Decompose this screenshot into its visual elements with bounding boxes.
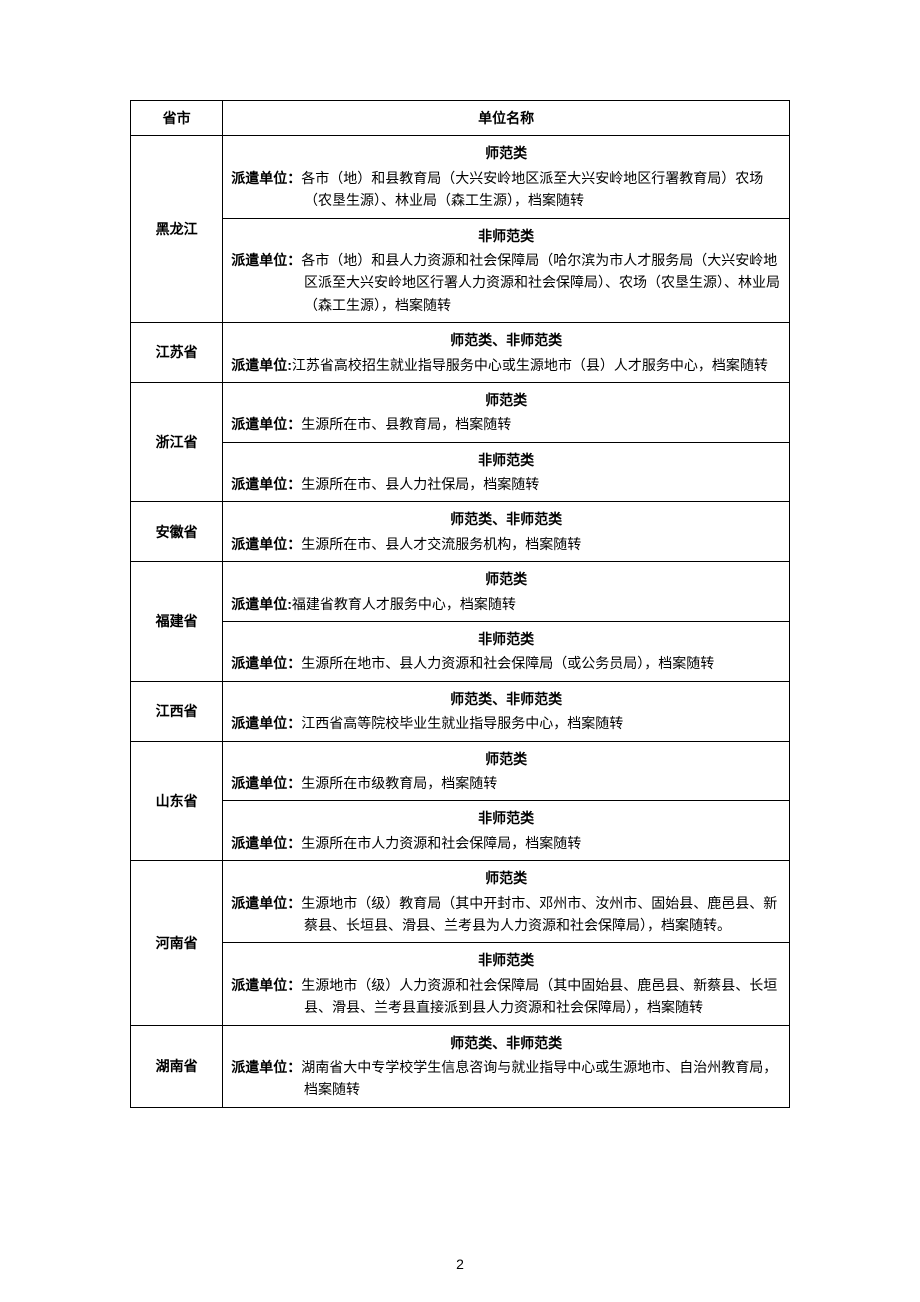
category-label: 非师范类 [231,807,781,829]
category-label: 非师范类 [231,449,781,471]
table-row: 浙江省师范类派遣单位：生源所在市、县教育局，档案随转 [131,382,790,442]
province-cell: 福建省 [131,562,223,682]
category-label: 师范类 [231,748,781,770]
dispatch-line: 派遣单位：生源所在市、县人力社保局，档案随转 [231,473,781,495]
dispatch-line: 派遣单位：湖南省大中专学校学生信息咨询与就业指导中心或生源地市、自治州教育局，档… [231,1056,781,1101]
unit-cell: 师范类、非师范类派遣单位：湖南省大中专学校学生信息咨询与就业指导中心或生源地市、… [223,1025,790,1107]
category-label: 师范类、非师范类 [231,688,781,710]
dispatch-content: 生源所在市、县人才交流服务机构，档案随转 [301,536,581,552]
table-row: 非师范类派遣单位：生源所在地市、县人力资源和社会保障局（或公务员局），档案随转 [131,622,790,682]
dispatch-line: 派遣单位：生源所在市、县人才交流服务机构，档案随转 [231,533,781,555]
dispatch-content: 各市（地）和县教育局（大兴安岭地区派至大兴安岭地区行署教育局）农场（农垦生源）、… [301,170,763,208]
dispatch-line: 派遣单位：生源所在市、县教育局，档案随转 [231,413,781,435]
dispatch-content: 生源所在市、县教育局，档案随转 [301,416,511,432]
header-unit: 单位名称 [223,101,790,136]
page-number: 2 [0,1256,920,1272]
province-cell: 江西省 [131,681,223,741]
header-province: 省市 [131,101,223,136]
dispatch-line: 派遣单位：生源所在地市、县人力资源和社会保障局（或公务员局），档案随转 [231,652,781,674]
dispatch-line: 派遣单位：各市（地）和县人力资源和社会保障局（哈尔滨为市人才服务局（大兴安岭地区… [231,249,781,316]
dispatch-label: 派遣单位： [231,977,301,993]
table-row: 河南省师范类派遣单位：生源地市（级）教育局（其中开封市、邓州市、汝州市、固始县、… [131,861,790,943]
dispatch-label: 派遣单位： [231,170,301,186]
table-row: 江西省师范类、非师范类派遣单位：江西省高等院校毕业生就业指导服务中心，档案随转 [131,681,790,741]
dispatch-content: 江苏省高校招生就业指导服务中心或生源地市（县）人才服务中心，档案随转 [292,357,768,373]
dispatch-line: 派遣单位:江苏省高校招生就业指导服务中心或生源地市（县）人才服务中心，档案随转 [231,354,781,376]
dispatch-line: 派遣单位：生源所在市级教育局，档案随转 [231,772,781,794]
province-cell: 河南省 [131,861,223,1025]
dispatch-content: 湖南省大中专学校学生信息咨询与就业指导中心或生源地市、自治州教育局，档案随转 [301,1059,777,1097]
unit-cell: 师范类、非师范类派遣单位：生源所在市、县人才交流服务机构，档案随转 [223,502,790,562]
category-label: 非师范类 [231,628,781,650]
unit-cell: 非师范类派遣单位：生源所在市人力资源和社会保障局，档案随转 [223,801,790,861]
table-row: 非师范类派遣单位：生源所在市、县人力社保局，档案随转 [131,442,790,502]
province-cell: 安徽省 [131,502,223,562]
dispatch-label: 派遣单位： [231,895,301,911]
province-cell: 浙江省 [131,382,223,502]
dispatch-content: 江西省高等院校毕业生就业指导服务中心，档案随转 [301,715,623,731]
dispatch-line: 派遣单位：各市（地）和县教育局（大兴安岭地区派至大兴安岭地区行署教育局）农场（农… [231,167,781,212]
category-label: 师范类、非师范类 [231,1032,781,1054]
table-row: 非师范类派遣单位：各市（地）和县人力资源和社会保障局（哈尔滨为市人才服务局（大兴… [131,218,790,323]
category-label: 师范类 [231,389,781,411]
dispatch-line: 派遣单位:福建省教育人才服务中心，档案随转 [231,593,781,615]
dispatch-line: 派遣单位：江西省高等院校毕业生就业指导服务中心，档案随转 [231,712,781,734]
unit-cell: 师范类派遣单位:福建省教育人才服务中心，档案随转 [223,562,790,622]
province-cell: 山东省 [131,741,223,861]
dispatch-line: 派遣单位：生源地市（级）教育局（其中开封市、邓州市、汝州市、固始县、鹿邑县、新蔡… [231,892,781,937]
unit-cell: 师范类派遣单位：生源所在市级教育局，档案随转 [223,741,790,801]
dispatch-content: 生源所在市人力资源和社会保障局，档案随转 [301,835,581,851]
dispatch-table: 省市 单位名称 黑龙江师范类派遣单位：各市（地）和县教育局（大兴安岭地区派至大兴… [130,100,790,1108]
table-row: 江苏省师范类、非师范类派遣单位:江苏省高校招生就业指导服务中心或生源地市（县）人… [131,323,790,383]
province-cell: 黑龙江 [131,136,223,323]
province-cell: 江苏省 [131,323,223,383]
unit-cell: 非师范类派遣单位：生源所在地市、县人力资源和社会保障局（或公务员局），档案随转 [223,622,790,682]
dispatch-label: 派遣单位： [231,536,301,552]
dispatch-label: 派遣单位： [231,1059,301,1075]
dispatch-content: 生源所在地市、县人力资源和社会保障局（或公务员局），档案随转 [301,655,714,671]
unit-cell: 非师范类派遣单位：各市（地）和县人力资源和社会保障局（哈尔滨为市人才服务局（大兴… [223,218,790,323]
unit-cell: 师范类、非师范类派遣单位:江苏省高校招生就业指导服务中心或生源地市（县）人才服务… [223,323,790,383]
table-row: 非师范类派遣单位：生源地市（级）人力资源和社会保障局（其中固始县、鹿邑县、新蔡县… [131,943,790,1025]
dispatch-content: 生源地市（级）教育局（其中开封市、邓州市、汝州市、固始县、鹿邑县、新蔡县、长垣县… [301,895,777,933]
dispatch-label: 派遣单位： [231,715,301,731]
dispatch-label: 派遣单位: [231,357,292,373]
table-row: 山东省师范类派遣单位：生源所在市级教育局，档案随转 [131,741,790,801]
unit-cell: 师范类、非师范类派遣单位：江西省高等院校毕业生就业指导服务中心，档案随转 [223,681,790,741]
category-label: 师范类 [231,867,781,889]
dispatch-label: 派遣单位: [231,596,292,612]
table-row: 黑龙江师范类派遣单位：各市（地）和县教育局（大兴安岭地区派至大兴安岭地区行署教育… [131,136,790,218]
dispatch-label: 派遣单位： [231,476,301,492]
dispatch-content: 生源所在市级教育局，档案随转 [301,775,497,791]
dispatch-content: 生源地市（级）人力资源和社会保障局（其中固始县、鹿邑县、新蔡县、长垣县、滑县、兰… [301,977,777,1015]
dispatch-line: 派遣单位：生源所在市人力资源和社会保障局，档案随转 [231,832,781,854]
dispatch-content: 各市（地）和县人力资源和社会保障局（哈尔滨为市人才服务局（大兴安岭地区派至大兴安… [301,252,780,313]
dispatch-label: 派遣单位： [231,775,301,791]
category-label: 师范类 [231,142,781,164]
category-label: 师范类、非师范类 [231,329,781,351]
category-label: 师范类 [231,568,781,590]
dispatch-label: 派遣单位： [231,835,301,851]
document-page: 省市 单位名称 黑龙江师范类派遣单位：各市（地）和县教育局（大兴安岭地区派至大兴… [0,0,920,1302]
unit-cell: 师范类派遣单位：生源所在市、县教育局，档案随转 [223,382,790,442]
category-label: 非师范类 [231,949,781,971]
unit-cell: 非师范类派遣单位：生源地市（级）人力资源和社会保障局（其中固始县、鹿邑县、新蔡县… [223,943,790,1025]
category-label: 非师范类 [231,225,781,247]
unit-cell: 师范类派遣单位：生源地市（级）教育局（其中开封市、邓州市、汝州市、固始县、鹿邑县… [223,861,790,943]
dispatch-content: 生源所在市、县人力社保局，档案随转 [301,476,539,492]
province-cell: 湖南省 [131,1025,223,1107]
table-row: 福建省师范类派遣单位:福建省教育人才服务中心，档案随转 [131,562,790,622]
category-label: 师范类、非师范类 [231,508,781,530]
table-row: 湖南省师范类、非师范类派遣单位：湖南省大中专学校学生信息咨询与就业指导中心或生源… [131,1025,790,1107]
unit-cell: 师范类派遣单位：各市（地）和县教育局（大兴安岭地区派至大兴安岭地区行署教育局）农… [223,136,790,218]
unit-cell: 非师范类派遣单位：生源所在市、县人力社保局，档案随转 [223,442,790,502]
dispatch-content: 福建省教育人才服务中心，档案随转 [292,596,516,612]
dispatch-label: 派遣单位： [231,252,301,268]
dispatch-line: 派遣单位：生源地市（级）人力资源和社会保障局（其中固始县、鹿邑县、新蔡县、长垣县… [231,974,781,1019]
dispatch-label: 派遣单位： [231,416,301,432]
table-row: 非师范类派遣单位：生源所在市人力资源和社会保障局，档案随转 [131,801,790,861]
dispatch-label: 派遣单位： [231,655,301,671]
table-row: 安徽省师范类、非师范类派遣单位：生源所在市、县人才交流服务机构，档案随转 [131,502,790,562]
